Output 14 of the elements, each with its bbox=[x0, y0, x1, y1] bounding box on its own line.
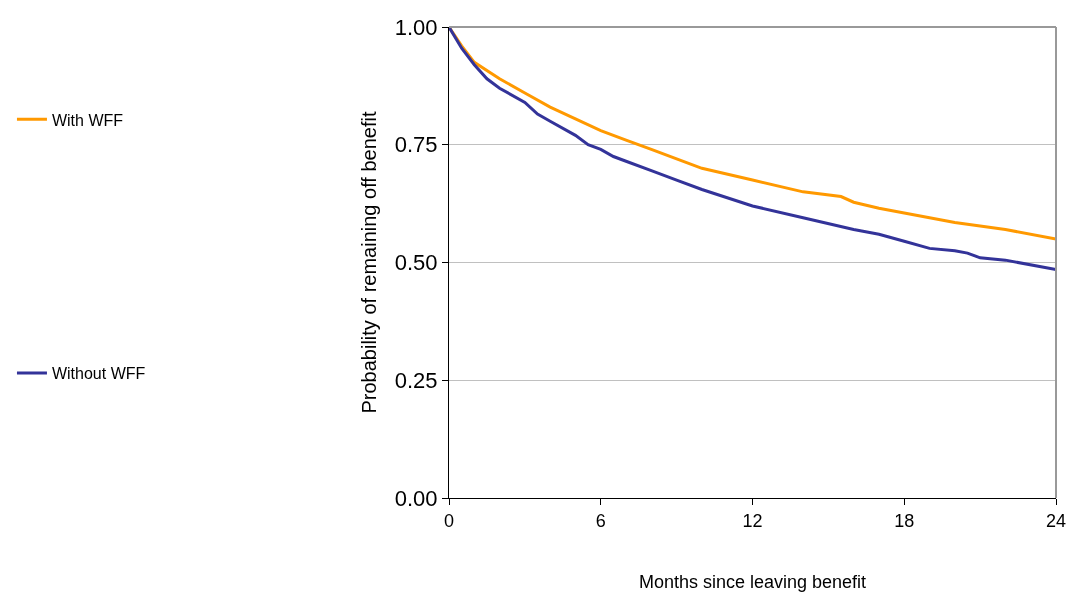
x-tick-label: 0 bbox=[443, 510, 455, 531]
legend-label: Without WFF bbox=[51, 365, 146, 383]
y-tick-label: 1.00 bbox=[394, 14, 438, 40]
y-tick-label: 0.75 bbox=[394, 132, 438, 158]
y-axis-title: Probability of remaining off benefit bbox=[358, 111, 381, 414]
y-tick-label: 0.25 bbox=[394, 367, 438, 393]
x-tick-label: 6 bbox=[595, 510, 606, 531]
x-tick-label: 12 bbox=[742, 510, 763, 531]
y-tick-label: 0.00 bbox=[394, 485, 438, 511]
x-tick-label: 18 bbox=[894, 510, 915, 531]
x-axis-title: Months since leaving benefit bbox=[638, 571, 867, 592]
legend-label: With WFF bbox=[51, 111, 124, 129]
x-tick-label: 24 bbox=[1045, 510, 1067, 531]
y-tick-label: 0.50 bbox=[394, 250, 438, 276]
